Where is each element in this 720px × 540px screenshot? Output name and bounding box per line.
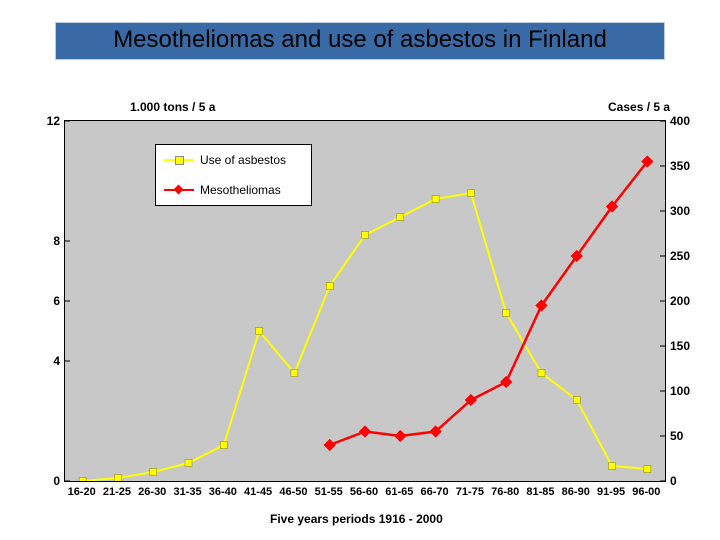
square-icon xyxy=(175,156,184,165)
y1-tick: 6 xyxy=(36,294,60,308)
legend-item-mesotheliomas: Mesotheliomas xyxy=(156,175,311,205)
legend-label: Mesotheliomas xyxy=(200,183,281,197)
y1-tick: 12 xyxy=(36,114,60,128)
x-tick: 21-25 xyxy=(103,486,131,498)
x-tick: 46-50 xyxy=(279,486,307,498)
x-tick: 36-40 xyxy=(209,486,237,498)
x-tick: 81-85 xyxy=(526,486,554,498)
page-title: Mesotheliomas and use of asbestos in Fin… xyxy=(60,26,660,54)
y2-tick: 200 xyxy=(670,294,690,308)
y2-tick: 350 xyxy=(670,159,690,173)
x-tick: 16-20 xyxy=(68,486,96,498)
legend: Use of asbestos Mesotheliomas xyxy=(155,144,312,206)
x-tick: 66-70 xyxy=(421,486,449,498)
y2-tick: 0 xyxy=(670,474,677,488)
diamond-icon xyxy=(174,185,184,195)
y1-tick: 0 xyxy=(36,474,60,488)
x-tick: 56-60 xyxy=(350,486,378,498)
x-tick: 61-65 xyxy=(385,486,413,498)
x-tick: 71-75 xyxy=(456,486,484,498)
x-tick: 76-80 xyxy=(491,486,519,498)
y1-axis-title: 1.000 tons / 5 a xyxy=(130,100,215,114)
x-tick: 51-55 xyxy=(315,486,343,498)
legend-label: Use of asbestos xyxy=(200,153,286,167)
x-tick: 26-30 xyxy=(138,486,166,498)
y1-tick: 8 xyxy=(36,234,60,248)
y2-tick: 100 xyxy=(670,384,690,398)
x-tick: 96-00 xyxy=(632,486,660,498)
x-tick: 31-35 xyxy=(173,486,201,498)
legend-item-asbestos: Use of asbestos xyxy=(156,145,311,175)
y2-tick: 400 xyxy=(670,114,690,128)
y2-tick: 50 xyxy=(670,429,683,443)
y2-tick: 250 xyxy=(670,249,690,263)
x-axis-title: Five years periods 1916 - 2000 xyxy=(270,512,443,526)
y1-tick: 4 xyxy=(36,354,60,368)
x-tick: 91-95 xyxy=(597,486,625,498)
x-tick: 86-90 xyxy=(562,486,590,498)
x-tick: 41-45 xyxy=(244,486,272,498)
y2-axis-title: Cases / 5 a xyxy=(608,100,670,114)
y2-tick: 150 xyxy=(670,339,690,353)
y2-tick: 300 xyxy=(670,204,690,218)
